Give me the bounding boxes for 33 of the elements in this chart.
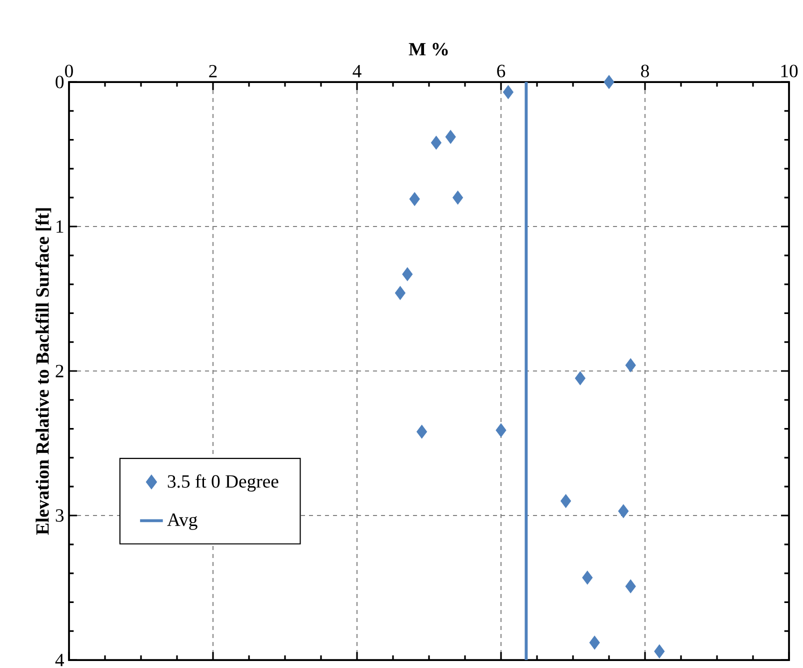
- point: [625, 358, 636, 372]
- point: [560, 494, 572, 508]
- x-tick-label: 0: [65, 64, 73, 78]
- y-tick-label: 4: [55, 654, 64, 666]
- legend-label: Avg: [167, 514, 198, 530]
- point: [618, 504, 629, 518]
- point: [416, 424, 428, 439]
- point: [409, 192, 420, 206]
- y-tick-label: 0: [56, 76, 64, 88]
- point: [502, 85, 514, 100]
- x-tick-label: 10: [781, 64, 798, 78]
- x-tick-label: 2: [209, 64, 217, 78]
- x-tick-label: 4: [352, 65, 362, 78]
- point: [625, 579, 636, 594]
- point: [589, 636, 600, 650]
- x-tick-label: 6: [497, 64, 506, 78]
- point: [452, 190, 464, 205]
- point: [430, 136, 442, 150]
- y-tick-label: 3: [56, 509, 64, 522]
- y-axis-title: Elevation Relative to Backfill Surface [ft]: [35, 208, 52, 535]
- x-tick-label: 8: [641, 64, 649, 78]
- point: [574, 371, 586, 386]
- point: [654, 644, 665, 658]
- point: [394, 286, 406, 300]
- legend-label: 3.5 ft 0 Degree: [168, 474, 278, 492]
- y-tick-label: 2: [56, 364, 64, 378]
- x-axis-title: M %: [408, 42, 448, 56]
- point: [402, 267, 413, 282]
- point: [604, 75, 614, 89]
- y-tick-label: 1: [56, 220, 64, 233]
- point: [496, 423, 506, 438]
- point: [445, 130, 456, 144]
- point: [582, 570, 593, 585]
